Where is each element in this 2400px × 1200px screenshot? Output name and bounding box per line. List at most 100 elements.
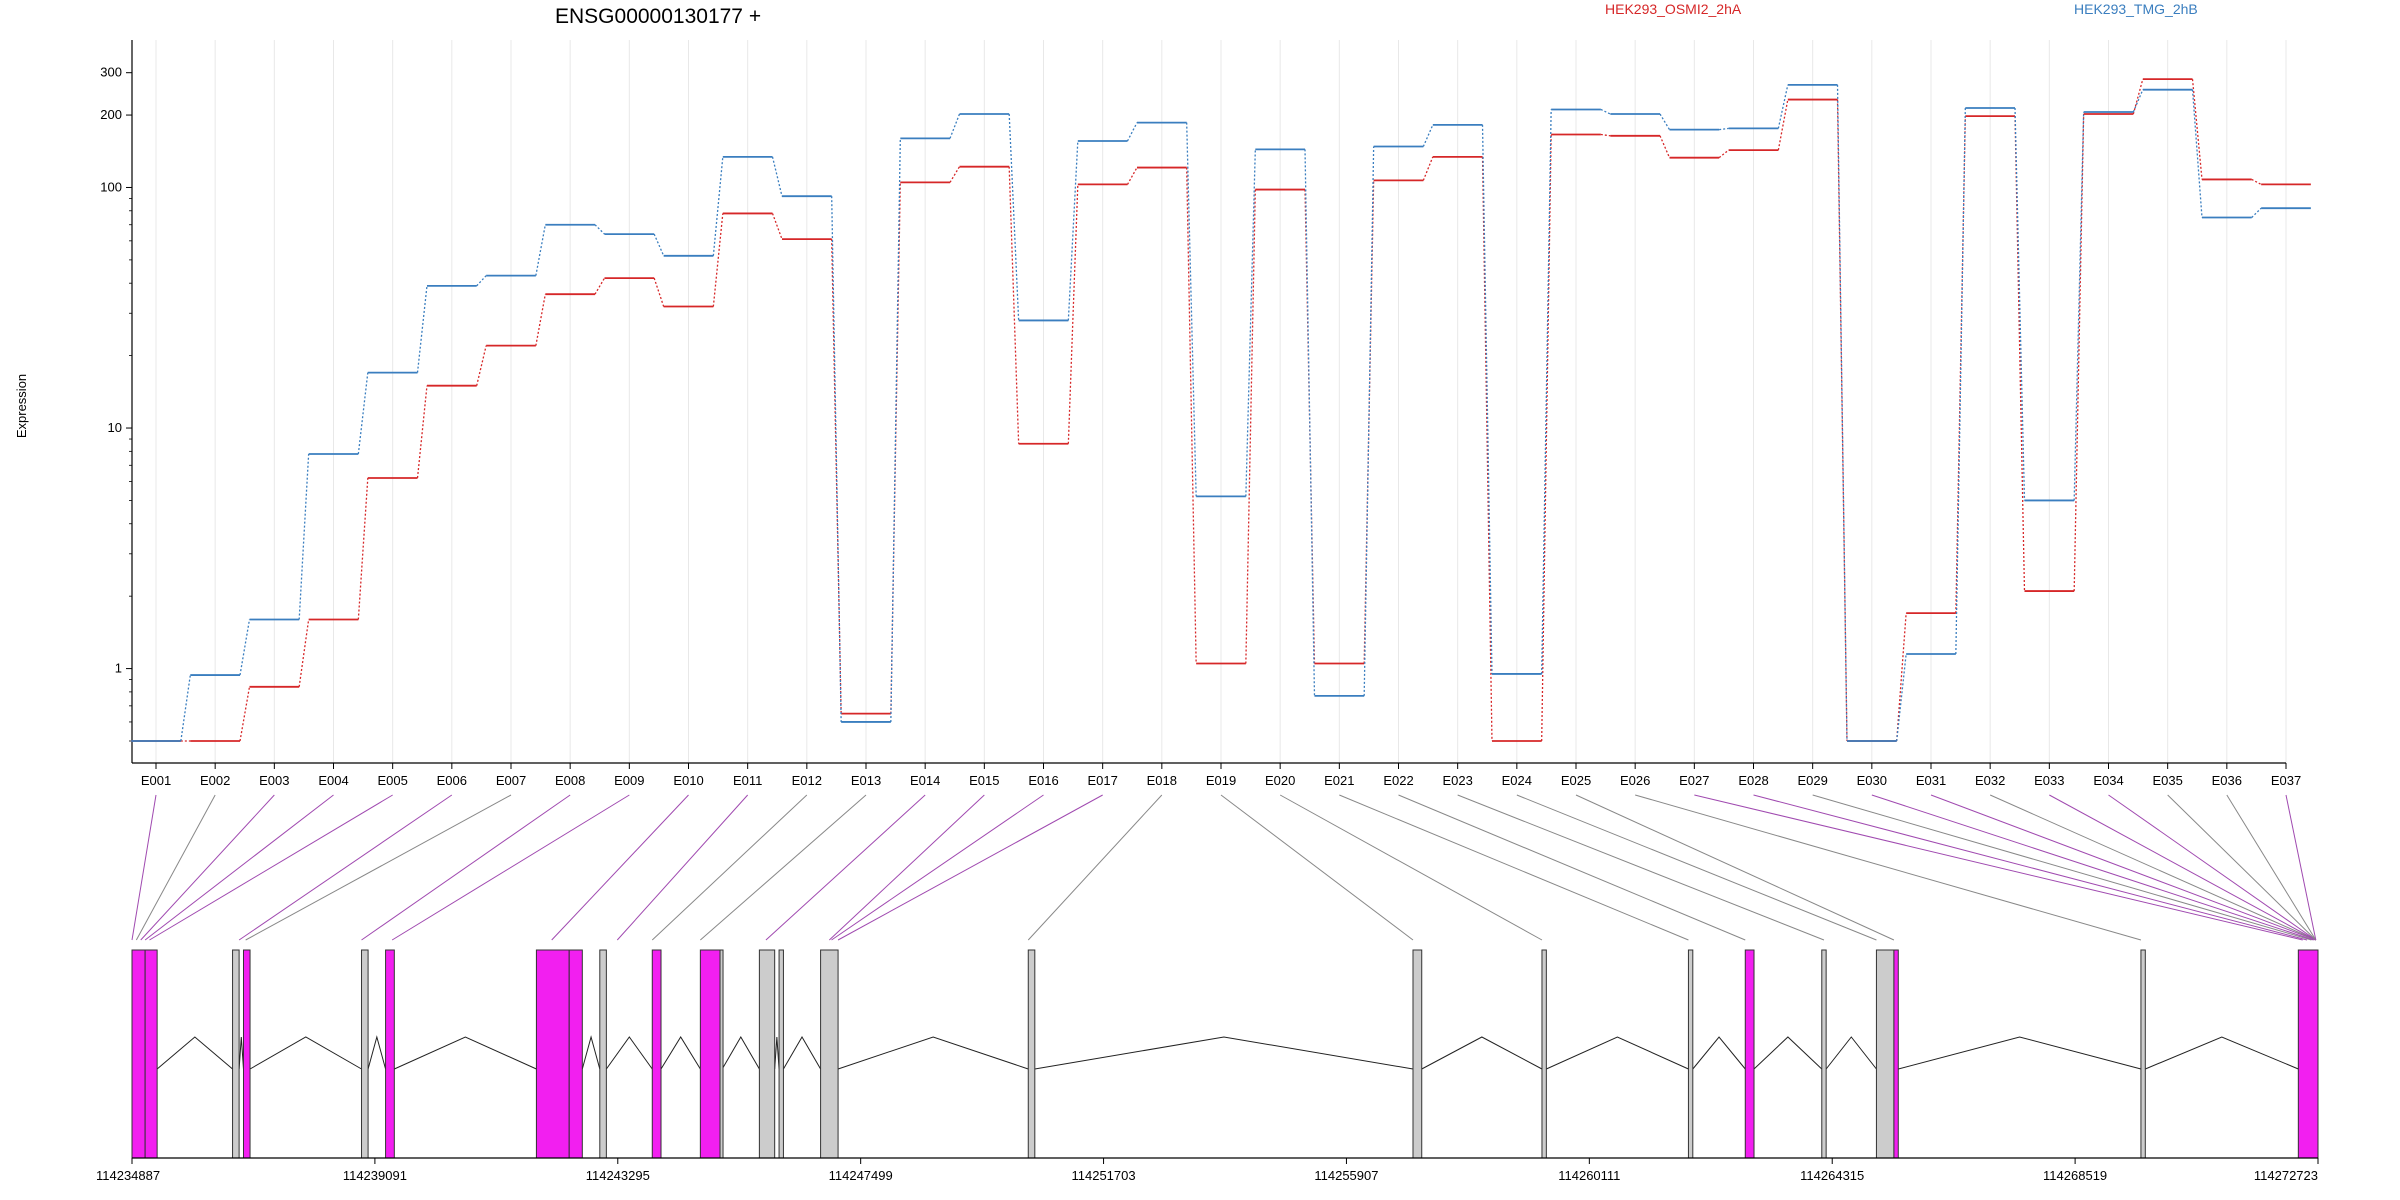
series-connector	[2073, 111, 2085, 501]
series-connector	[949, 166, 961, 183]
series-connector	[712, 213, 724, 307]
series-connector	[298, 619, 310, 687]
connector-e018	[1027, 794, 1163, 941]
series-connector	[239, 686, 251, 742]
x-tick-label-e005: E005	[377, 773, 407, 788]
connector-e034	[2108, 794, 2317, 941]
series-connector	[357, 372, 369, 455]
connector-e016	[831, 794, 1044, 941]
intron	[156, 1036, 233, 1070]
y-tick-label: 300	[100, 65, 122, 80]
exon-highlighted	[131, 949, 146, 1159]
coord-label: 114251703	[1072, 1168, 1136, 1183]
series-connector	[771, 156, 783, 197]
series-connector	[1541, 109, 1552, 674]
x-tick-label-e031: E031	[1916, 773, 1946, 788]
connector-e023	[1457, 794, 1825, 941]
exon-highlighted	[242, 949, 251, 1159]
connector-e017	[837, 794, 1103, 941]
x-tick-label-e037: E037	[2271, 773, 2301, 788]
x-tick-label-e033: E033	[2034, 773, 2064, 788]
coord-label: 114239091	[343, 1168, 407, 1183]
connector-e024	[1516, 794, 1877, 941]
x-tick-label-e009: E009	[614, 773, 644, 788]
series-connector	[239, 619, 251, 676]
series-connector	[949, 113, 961, 139]
series-connector	[1481, 124, 1493, 674]
x-tick-label-e020: E020	[1265, 773, 1295, 788]
series-connector	[2014, 116, 2026, 592]
x-tick-label-e006: E006	[437, 773, 467, 788]
x-tick-label-e023: E023	[1442, 773, 1472, 788]
intron	[238, 1036, 244, 1070]
series-connector	[890, 138, 901, 722]
exon	[1541, 949, 1547, 1159]
connector-e011	[616, 794, 749, 941]
intron	[1034, 1036, 1414, 1070]
exon	[2140, 949, 2146, 1159]
series-connector	[1245, 149, 1256, 497]
exon	[1412, 949, 1423, 1159]
x-tick-label-e014: E014	[910, 773, 940, 788]
chart-title: ENSG00000130177 +	[555, 5, 761, 28]
connector-e026	[1635, 794, 2142, 941]
coord-label: 114255907	[1314, 1168, 1378, 1183]
series-connector	[1719, 127, 1729, 131]
series-connector	[1718, 149, 1730, 159]
connector-e021	[1339, 794, 1689, 941]
x-axis: E001 E002 E003 E004 E005 E006 E007 E008 E009 E010…	[132, 762, 2301, 788]
gene-model-track	[131, 949, 2319, 1159]
series-connector	[1067, 184, 1079, 444]
connector-e030	[1871, 794, 2314, 941]
x-tick-label-e004: E004	[318, 773, 348, 788]
x-tick-label-e030: E030	[1857, 773, 1887, 788]
x-tick-label-e002: E002	[200, 773, 230, 788]
series-connector	[298, 453, 310, 620]
series-connector	[1600, 108, 1611, 115]
intron	[367, 1035, 387, 1070]
connector-e006	[238, 794, 453, 941]
exon-highlighted	[144, 949, 158, 1159]
exon	[758, 949, 776, 1159]
connector-e022	[1398, 794, 1746, 941]
connector-e007	[245, 794, 512, 941]
exon-highlighted	[1744, 949, 1755, 1159]
intron	[1898, 1036, 2142, 1070]
x-tick-label-e015: E015	[969, 773, 999, 788]
series-connector	[1067, 140, 1079, 321]
x-tick-label-e027: E027	[1679, 773, 1709, 788]
series-connector	[535, 224, 546, 276]
connector-e004	[144, 794, 334, 941]
connector-e015	[828, 794, 985, 941]
series-connector	[2251, 178, 2262, 185]
series-connector	[1186, 167, 1197, 664]
exon-highlighted	[385, 949, 395, 1159]
connector-e029	[1812, 794, 2312, 941]
connector-e025	[1575, 794, 1895, 941]
x-tick-label-e003: E003	[259, 773, 289, 788]
x-tick-label-e012: E012	[792, 773, 822, 788]
y-tick-label: 200	[100, 107, 122, 122]
connector-e005	[149, 794, 393, 941]
connector-e027	[1694, 794, 2303, 941]
coord-label: 114247499	[829, 1168, 893, 1183]
x-tick-label-e007: E007	[496, 773, 526, 788]
connector-e032	[1989, 794, 2317, 941]
series-connector	[1304, 149, 1316, 696]
connector-e036	[2226, 794, 2317, 941]
connector-e035	[2167, 794, 2317, 941]
coord-label: 114268519	[2043, 1168, 2107, 1183]
y-axis: 1 10 100 200 300	[100, 40, 133, 763]
series-connector	[2132, 78, 2144, 115]
intron	[1546, 1036, 1689, 1070]
connector-e010	[551, 794, 689, 941]
exon-highlighted	[535, 949, 570, 1159]
series-connector	[2132, 89, 2144, 113]
exon-highlighted	[699, 949, 721, 1159]
series-connector	[2014, 107, 2026, 501]
x-tick-label-e022: E022	[1383, 773, 1413, 788]
exon	[1821, 949, 1827, 1159]
series-connector	[2251, 207, 2262, 218]
x-tick-label-e008: E008	[555, 773, 585, 788]
x-tick-label-e001: E001	[141, 773, 171, 788]
